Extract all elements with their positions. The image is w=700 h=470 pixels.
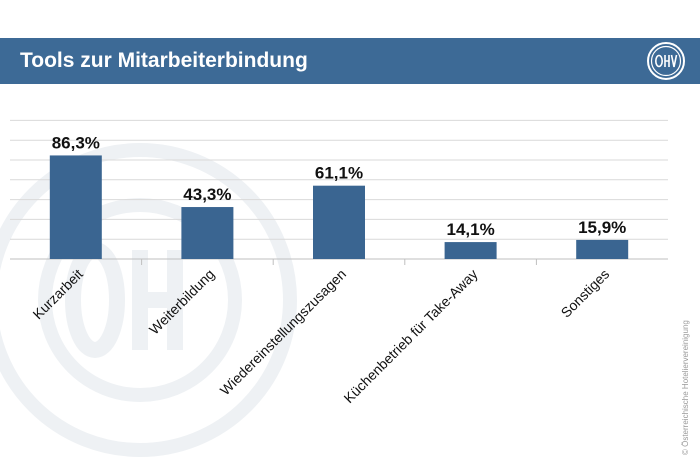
bar-value-label: 15,9% <box>578 218 626 237</box>
copyright-notice: © Österreichische Hoteliervereinigung <box>681 320 690 455</box>
bar-value-label: 86,3% <box>52 133 100 152</box>
category-label: Wiedereinstellungszusagen <box>217 266 349 398</box>
category-label: Küchenbetrieb für Take-Away <box>340 266 480 406</box>
bar-chart: 86,3% 43,3% 61,1% 14,1% 15,9% Kurzarbeit Weit… <box>10 119 668 406</box>
bar <box>444 242 497 259</box>
bar <box>313 185 365 259</box>
bar-value-label: 43,3% <box>183 185 231 204</box>
category-label: Weiterbildung <box>146 266 218 338</box>
chart-category-labels: Kurzarbeit Weiterbildung Wiedereinstellung… <box>29 266 612 406</box>
bar-value-label: 14,1% <box>446 220 494 239</box>
oehv-seal-watermark-icon <box>0 143 297 457</box>
page-title: Tools zur Mitarbeiterbindung <box>20 49 308 72</box>
category-label: Sonstiges <box>558 266 613 321</box>
bar <box>181 207 234 259</box>
category-label: Kurzarbeit <box>29 266 86 323</box>
chart-header: Tools zur Mitarbeiterbindung <box>0 38 700 84</box>
chart-value-labels: 86,3% 43,3% 61,1% 14,1% 15,9% <box>52 133 627 239</box>
bar <box>49 155 102 259</box>
oehv-logo-icon <box>647 42 685 80</box>
chart-bars <box>49 155 629 259</box>
bar <box>576 239 629 259</box>
bar-value-label: 61,1% <box>315 164 363 183</box>
